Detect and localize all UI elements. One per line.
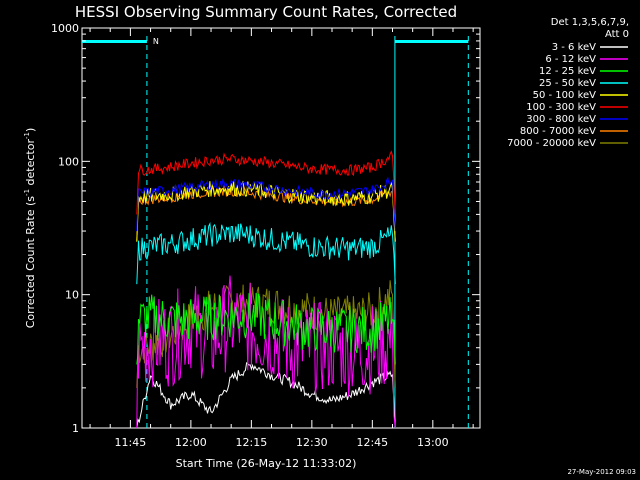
y-axis-label-sup1: -1	[23, 189, 31, 196]
legend-label-3: 25 - 50 keV	[539, 78, 596, 89]
legend-label-7: 800 - 7000 keV	[520, 126, 596, 137]
series-line-6	[136, 176, 396, 232]
y-tick-label-1: 10	[65, 289, 79, 302]
y-tick-label-0: 1	[72, 422, 79, 435]
x-tick-label-2: 12:15	[236, 436, 268, 449]
x-tick-label-3: 12:30	[296, 436, 328, 449]
y-axis-label-part3: )	[24, 128, 37, 132]
y-axis-label-part1: Corrected Count Rate (s	[24, 196, 37, 329]
series-line-2	[136, 292, 396, 365]
y-tick-label-2: 100	[58, 155, 79, 168]
series-line-5	[136, 150, 396, 215]
legend-header-line2: Att 0	[605, 29, 629, 40]
legend-label-4: 50 - 100 keV	[533, 90, 597, 101]
legend-label-8: 7000 - 20000 keV	[507, 138, 596, 149]
x-tick-label-4: 12:45	[356, 436, 388, 449]
night-bar-0	[82, 40, 147, 43]
plot-area: N 1 10 100 1000 11:45 12:00 12:15 12:30 12:45 13…	[51, 22, 481, 449]
plot-frame	[81, 27, 481, 429]
series-line-4	[136, 180, 396, 242]
y-axis-label-part2: detector	[24, 139, 37, 189]
series-group	[136, 150, 396, 429]
legend-label-5: 100 - 300 keV	[526, 102, 596, 113]
chart-title: HESSI Observing Summary Count Rates, Cor…	[75, 3, 457, 21]
legend-label-6: 300 - 800 keV	[526, 114, 596, 125]
x-axis: 11:45 12:00 12:15 12:30 12:45 13:00	[89, 28, 474, 449]
x-axis-label: Start Time (26-May-12 11:33:02)	[176, 457, 357, 470]
x-tick-label-1: 12:00	[175, 436, 207, 449]
series-line-3	[136, 222, 396, 285]
y-axis: 1 10 100 1000	[51, 22, 480, 435]
x-tick-label-5: 13:00	[417, 436, 449, 449]
y-axis-label-sup2: -1	[23, 132, 31, 139]
legend-label-1: 6 - 12 keV	[545, 54, 596, 65]
legend-label-0: 3 - 6 keV	[552, 42, 596, 53]
series-line-1	[136, 275, 396, 429]
y-tick-label-3: 1000	[51, 22, 79, 35]
night-bar-1	[394, 40, 469, 43]
series-line-0	[136, 362, 396, 429]
series-line-8	[136, 280, 396, 388]
legend-label-2: 12 - 25 keV	[539, 66, 596, 77]
x-tick-label-0: 11:45	[115, 436, 147, 449]
timestamp: 27-May-2012 09:03	[567, 468, 636, 476]
night-label-0: N	[153, 37, 159, 46]
y-axis-label: Corrected Count Rate (s-1 detector-1)	[23, 128, 37, 329]
legend-header-line1: Det 1,3,5,6,7,9,	[551, 17, 629, 28]
